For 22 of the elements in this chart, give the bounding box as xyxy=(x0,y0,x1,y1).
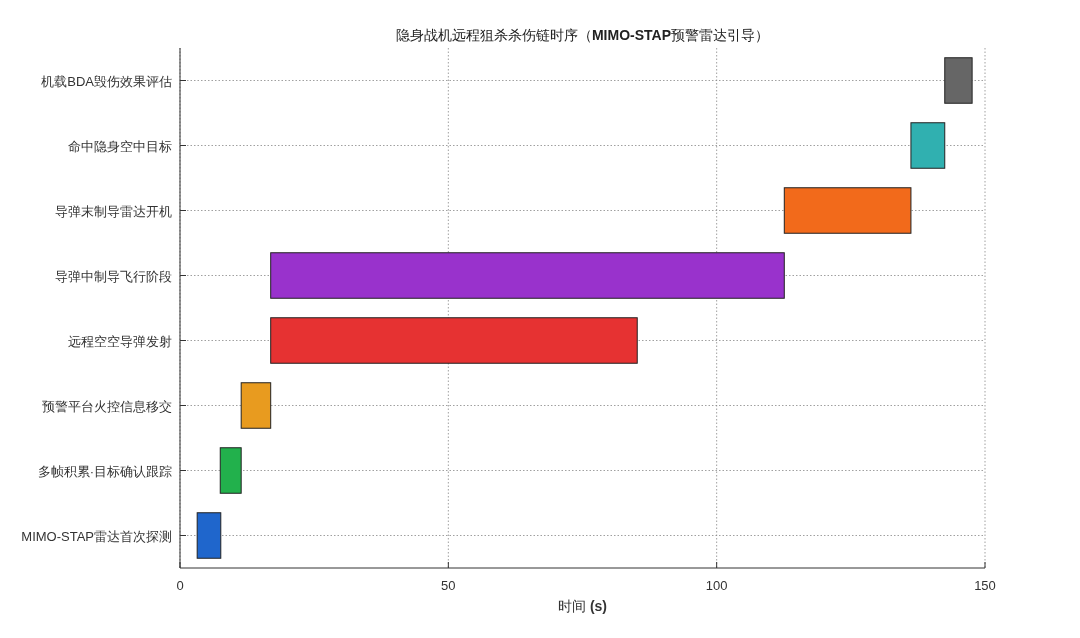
y-tick-label: 导弹中制导飞行阶段 xyxy=(55,268,172,284)
bar xyxy=(240,382,272,429)
y-tick-label: 导弹末制导雷达开机 xyxy=(55,203,172,219)
x-tick-label: 50 xyxy=(441,578,456,593)
y-tick-label: 预警平台火控信息移交 xyxy=(42,398,172,414)
bar xyxy=(196,512,222,559)
bar xyxy=(944,57,973,104)
x-tick-label: 100 xyxy=(705,578,728,593)
x-tick-label: 0 xyxy=(176,578,184,593)
bar xyxy=(910,122,946,169)
y-tick-label: 机载BDA毁伤效果评估 xyxy=(41,73,172,89)
x-axis-title: 时间 (s) xyxy=(557,598,608,614)
x-tick-label: 150 xyxy=(974,578,996,593)
chart-title: 隐身战机远程狙杀杀伤链时序（MIMO-STAP预警雷达引导） xyxy=(395,27,770,43)
y-tick-label: 多帧积累·目标确认跟踪 xyxy=(37,463,172,479)
bar xyxy=(783,187,912,234)
y-tick-label: MIMO-STAP雷达首次探测 xyxy=(21,528,172,544)
bar xyxy=(219,447,242,494)
bar xyxy=(270,317,638,364)
bar xyxy=(270,252,785,299)
y-tick-label: 命中隐身空中目标 xyxy=(68,138,172,154)
y-tick-label: 远程空空导弹发射 xyxy=(68,333,172,349)
